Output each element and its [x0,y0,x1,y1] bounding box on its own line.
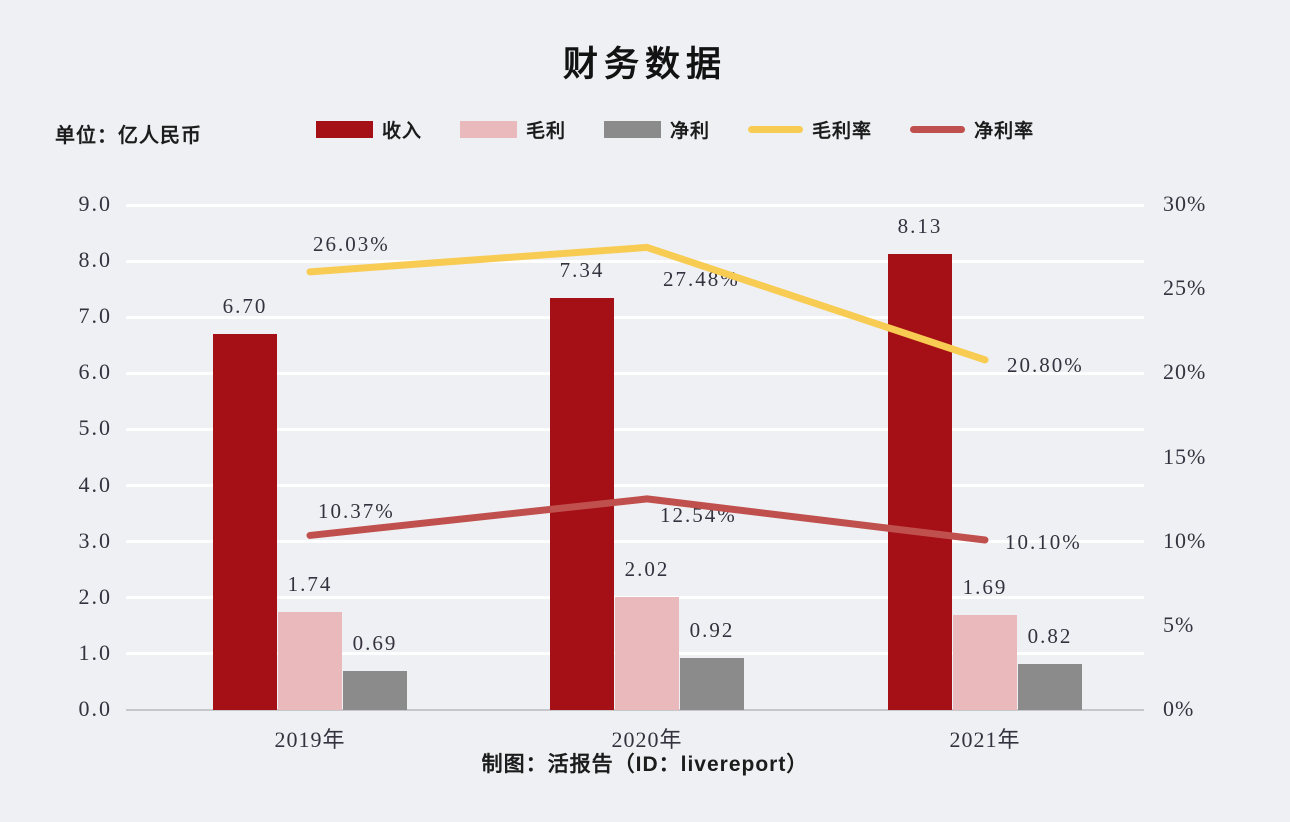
y-right-tick: 5% [1163,611,1195,637]
legend-label-gross-profit: 毛利 [526,121,567,142]
line-value-net-margin-2019年: 10.37% [318,499,395,524]
line-net-margin [306,495,989,544]
y-right-tick: 15% [1163,443,1207,469]
y-left-tick: 3.0 [78,527,112,553]
gridline [126,259,1144,263]
gridline [126,315,1144,319]
legend-swatch-gross-margin-line-icon [748,126,804,133]
bar-gross-profit-2021年 [953,615,1017,710]
y-right-tick: 0% [1163,696,1195,721]
bar-value-net-profit-2020年: 0.92 [689,618,735,643]
legend-item-revenue: 收入 [316,116,422,143]
legend-label-revenue: 收入 [382,121,423,142]
bar-net-profit-2021年 [1018,663,1082,710]
legend-item-gross-margin: 毛利率 [748,116,872,143]
legend-item-net-margin: 净利率 [910,116,1034,143]
gridline [126,484,1144,488]
x-axis-label-2021年: 2021年 [949,727,1021,752]
y-left-tick: 7.0 [78,303,112,329]
bar-value-net-profit-2021年: 0.82 [1027,623,1073,648]
legend: 收入 毛利 净利 毛利率 净利率 [316,116,1034,143]
gridline [126,427,1144,431]
y-left-tick: 6.0 [78,359,112,385]
unit-label: 单位：亿人民币 [55,125,202,147]
x-axis-line [126,709,1144,711]
bar-value-gross-profit-2020年: 2.02 [624,556,670,581]
bar-net-profit-2020年 [680,658,744,710]
y-left-tick: 0.0 [78,696,112,721]
gridline [126,203,1144,207]
bar-gross-profit-2019年 [278,612,342,710]
x-axis-label-2019年: 2019年 [274,727,346,752]
line-value-gross-margin-2019年: 26.03% [313,231,390,256]
footer-credit: 制图：活报告（ID：livereport） [481,753,809,776]
legend-label-net-profit: 净利 [670,121,711,142]
legend-item-gross-profit: 毛利 [460,116,566,143]
bar-value-revenue-2021年: 8.13 [897,213,943,238]
chart-title: 财务数据 [562,45,727,84]
x-axis-label-2020年: 2020年 [611,727,683,752]
bar-revenue-2019年 [213,334,277,710]
legend-label-gross-margin: 毛利率 [812,121,873,142]
line-series-layer [306,243,989,544]
legend-swatch-revenue-bar-icon [316,121,373,138]
legend-swatch-gross-profit-bar-icon [460,121,518,138]
gridline [126,371,1144,375]
y-right-tick: 10% [1163,527,1207,553]
y-left-tick: 9.0 [78,191,112,216]
bar-net-profit-2019年 [343,671,407,710]
bar-gross-profit-2020年 [615,596,679,710]
y-right-tick: 25% [1163,275,1207,301]
legend-swatch-net-profit-bar-icon [604,121,662,138]
gridline [126,540,1144,544]
y-left-tick: 1.0 [78,639,112,665]
y-left-tick: 8.0 [78,247,112,273]
y-right-tick: 20% [1163,359,1207,385]
y-left-tick: 4.0 [78,471,112,497]
bar-value-revenue-2020年: 7.34 [559,258,605,283]
legend-item-net-profit: 净利 [604,116,710,143]
line-value-net-margin-2021年: 10.10% [1005,529,1082,554]
legend-label-net-margin: 净利率 [974,121,1035,142]
bar-value-net-profit-2019年: 0.69 [352,631,398,656]
line-value-gross-margin-2021年: 20.80% [1007,352,1084,377]
legend-swatch-net-margin-line-icon [910,126,966,133]
bar-value-gross-profit-2021年: 1.69 [962,575,1008,600]
bar-value-gross-profit-2019年: 1.74 [287,572,333,597]
y-left-tick: 5.0 [78,415,112,441]
y-left-tick: 2.0 [78,583,112,609]
bar-value-revenue-2019年: 6.70 [222,294,268,319]
y-right-tick: 30% [1163,191,1207,216]
line-gross-margin [306,243,989,364]
plot-area: 9.0 8.0 7.0 6.0 5.0 4.0 3.0 2.0 1.0 0.0 30% 25% 20% 1… [79,191,1206,721]
